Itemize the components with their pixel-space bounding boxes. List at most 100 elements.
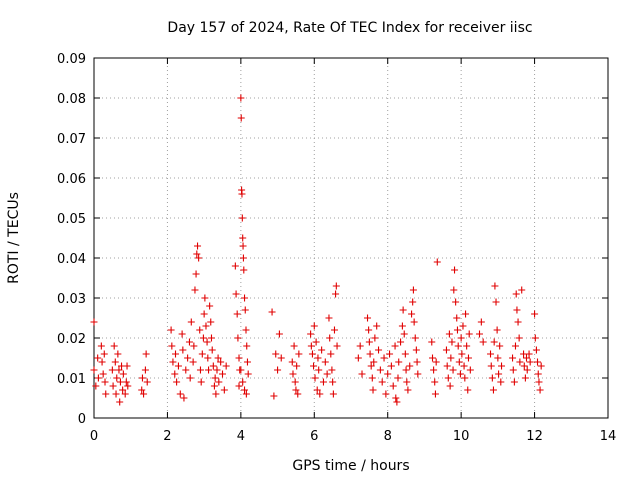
data-point (186, 374, 194, 382)
data-point (319, 378, 327, 386)
data-point (172, 350, 180, 358)
data-point (270, 392, 278, 400)
data-point (113, 374, 121, 382)
data-point (509, 354, 517, 362)
data-point (512, 290, 520, 298)
data-point (318, 346, 326, 354)
data-point (454, 342, 462, 350)
data-point (364, 314, 372, 322)
y-axis-label: ROTI / TECUs (6, 192, 22, 284)
x-tick-label: 12 (526, 429, 543, 444)
y-tick-label: 0.05 (57, 212, 86, 227)
data-point (206, 302, 214, 310)
axis-ticks: 0 0.01 0.02 0.03 0.04 0.05 0.06 0.07 0.08 0.09 0 2 4… (57, 52, 616, 444)
data-point (90, 318, 98, 326)
data-point (184, 354, 192, 362)
data-point (173, 378, 181, 386)
data-point (237, 114, 245, 122)
data-point (211, 374, 219, 382)
data-point (375, 346, 383, 354)
data-point (367, 362, 375, 370)
data-point (443, 362, 451, 370)
x-axis-label: GPS time / hours (292, 458, 409, 474)
data-point (209, 362, 217, 370)
data-point (202, 322, 210, 330)
data-point (354, 354, 362, 362)
data-point (479, 338, 487, 346)
data-point (400, 330, 408, 338)
data-point (142, 350, 150, 358)
data-point (399, 306, 407, 314)
x-tick-label: 2 (163, 429, 171, 444)
data-point (491, 282, 499, 290)
data-point (180, 394, 188, 402)
data-point (466, 366, 474, 374)
data-point (464, 354, 472, 362)
data-point (393, 398, 401, 406)
data-point (313, 386, 321, 394)
data-point (311, 374, 319, 382)
data-point (509, 366, 517, 374)
data-point (366, 350, 374, 358)
data-point (476, 330, 483, 338)
data-point (402, 366, 410, 374)
data-point (461, 374, 469, 382)
data-point (498, 362, 506, 370)
data-point (241, 306, 249, 314)
data-point (459, 322, 467, 330)
data-point (268, 308, 276, 316)
data-point (430, 366, 438, 374)
data-point (98, 358, 106, 366)
data-point (219, 370, 226, 378)
data-point (332, 290, 340, 298)
data-point (277, 354, 285, 362)
data-point (196, 326, 204, 334)
data-point (308, 350, 316, 358)
data-point (119, 370, 127, 378)
data-point (495, 370, 503, 378)
data-point (433, 258, 441, 266)
data-point (382, 390, 390, 398)
data-point (401, 350, 409, 358)
data-point (411, 334, 419, 342)
data-point (201, 294, 209, 302)
data-point (307, 342, 315, 350)
data-point (373, 322, 381, 330)
y-tick-label: 0.02 (57, 332, 86, 347)
data-point (492, 298, 500, 306)
y-tick-label: 0.01 (57, 372, 86, 387)
grid-lines (94, 58, 608, 418)
data-point (168, 342, 176, 350)
data-point (532, 346, 540, 354)
data-point (327, 350, 335, 358)
data-point (220, 386, 228, 394)
data-point (167, 326, 175, 334)
data-point (531, 334, 539, 342)
data-point (488, 374, 496, 382)
data-point (169, 358, 177, 366)
data-point (356, 342, 364, 350)
y-tick-label: 0 (78, 412, 86, 427)
chart-title: Day 157 of 2024, Rate Of TEC Index for r… (167, 20, 532, 36)
data-point (404, 386, 412, 394)
data-point (240, 266, 248, 274)
data-point (122, 378, 130, 386)
data-point (92, 382, 100, 390)
data-point (453, 326, 461, 334)
data-point (380, 354, 388, 362)
data-point (511, 342, 519, 350)
data-point (520, 362, 528, 370)
data-point (207, 318, 215, 326)
data-point (123, 362, 131, 370)
data-point (487, 362, 495, 370)
data-point (323, 370, 331, 378)
data-point (462, 310, 470, 318)
data-point (241, 386, 249, 394)
data-point (174, 362, 182, 370)
data-point (391, 342, 399, 350)
data-point (522, 354, 530, 362)
data-point (444, 374, 452, 382)
data-point (187, 318, 195, 326)
data-point (398, 322, 406, 330)
data-point (235, 382, 243, 390)
